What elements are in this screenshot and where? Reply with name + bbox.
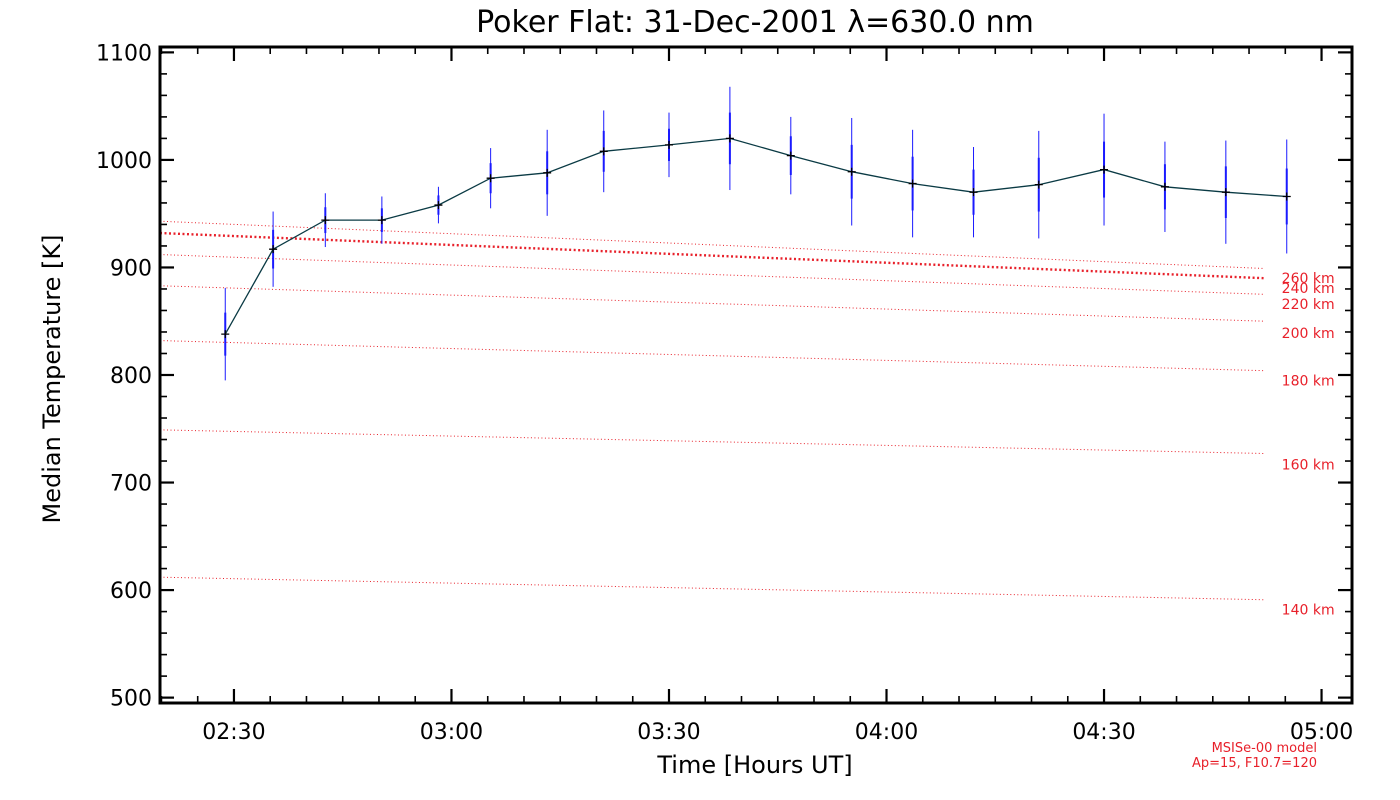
model-label-140-km: 140 km [1282,602,1335,618]
model-label-180-km: 180 km [1282,373,1335,389]
y-tick-label: 900 [110,256,152,281]
data-point [269,245,278,254]
series-line [224,137,1287,335]
data-series [221,86,1291,381]
y-tick-label: 500 [110,687,152,712]
y-tick-label: 800 [110,364,152,389]
data-point [377,216,386,225]
data-point [725,134,734,143]
data-point [664,140,673,149]
model-label-200-km: 200 km [1282,326,1335,342]
model-annotation-line2: Ap=15, F10.7=120 [1192,756,1317,771]
chart-title: Poker Flat: 31-Dec-2001 λ=630.0 nm [476,5,1034,40]
data-point [1100,165,1109,174]
y-tick-label: 600 [110,579,152,604]
model-line-200-km [159,285,1266,322]
axis-tick-labels: 02:30 03:00 03:30 04:00 04:30 05:00 500 600 700 8… [96,41,1353,745]
data-point [1034,180,1043,189]
data-point [221,330,230,339]
data-point [321,216,330,225]
data-point [486,174,495,183]
x-tick-label: 03:30 [637,720,700,745]
data-point [786,151,795,160]
data-point [847,167,856,176]
model-label-240-km: 240 km [1282,281,1335,297]
model-line-180-km [159,340,1266,372]
data-point [969,188,978,197]
y-axis-title: Median Temperature [K] [38,234,66,523]
x-tick-label: 04:30 [1072,720,1135,745]
x-axis-title: Time [Hours UT] [656,751,852,779]
model-label-220-km: 220 km [1282,297,1335,313]
data-point [908,179,917,188]
axis-ticks [160,47,1352,703]
model-line-220-km [159,254,1266,295]
y-tick-label: 700 [110,472,152,497]
y-tick-label: 1100 [96,41,152,66]
y-tick-label: 1000 [96,149,152,174]
data-point [1160,182,1169,191]
data-point [599,147,608,156]
data-point [434,201,443,210]
data-point [543,168,552,177]
data-point [1282,192,1291,201]
x-tick-label: 04:00 [855,720,918,745]
model-label-260-km: 260 km [1282,271,1335,287]
model-line-260-km [159,220,1266,270]
x-tick-label: 05:00 [1290,720,1353,745]
x-tick-label: 03:00 [420,720,483,745]
model-line-140-km [159,576,1266,601]
data-point [1221,188,1230,197]
model-label-160-km: 160 km [1282,457,1335,473]
model-line-160-km [159,429,1266,455]
model-annotation-line1: MSISe-00 model [1212,741,1317,756]
x-tick-label: 02:30 [202,720,265,745]
